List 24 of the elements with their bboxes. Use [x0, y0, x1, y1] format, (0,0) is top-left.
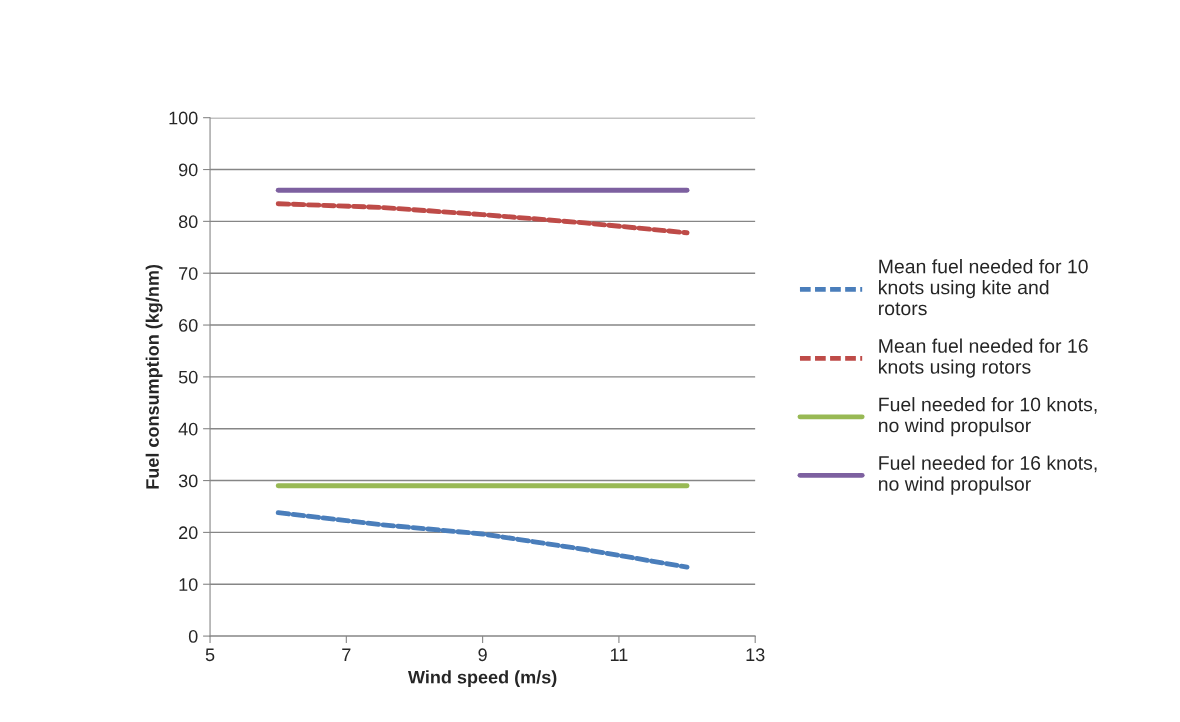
x-tick-label: 9: [478, 648, 487, 662]
y-tick-label: 40: [178, 422, 198, 436]
y-tick-label: 70: [179, 267, 198, 280]
y-tick-label: 90: [179, 163, 198, 177]
x-tick-label: 11: [610, 648, 628, 661]
legend-label: Mean fuel needed for 10 knots using kite and rotors: [879, 259, 1088, 316]
y-tick-label: 100: [169, 111, 198, 125]
y-tick-label: 20: [179, 526, 198, 540]
line-series: [275, 201, 690, 236]
y-tick-label: 50: [178, 370, 198, 384]
legend-label: Fuel needed for 10 knots, no wind propulsor: [879, 397, 1097, 437]
x-tick-label: 13: [746, 648, 765, 662]
legend-label: Fuel needed for 16 knots, no wind propulsor: [879, 455, 1097, 495]
line-series: [275, 510, 690, 570]
y-tick-label: 0: [188, 630, 198, 643]
x-tick-label: 7: [342, 648, 351, 661]
x-axis-title: Wind speed (m/s): [407, 670, 557, 688]
y-tick-label: 80: [178, 215, 198, 229]
x-tick-label: 5: [205, 648, 215, 662]
y-tick-label: 10: [179, 578, 198, 591]
y-axis-title: Fuel consumption (kg/nm): [145, 264, 163, 489]
y-tick-label: 30: [178, 474, 198, 488]
y-tick-label: 60: [179, 318, 198, 332]
legend-label: Mean fuel needed for 16 knots using rotors: [879, 338, 1088, 378]
